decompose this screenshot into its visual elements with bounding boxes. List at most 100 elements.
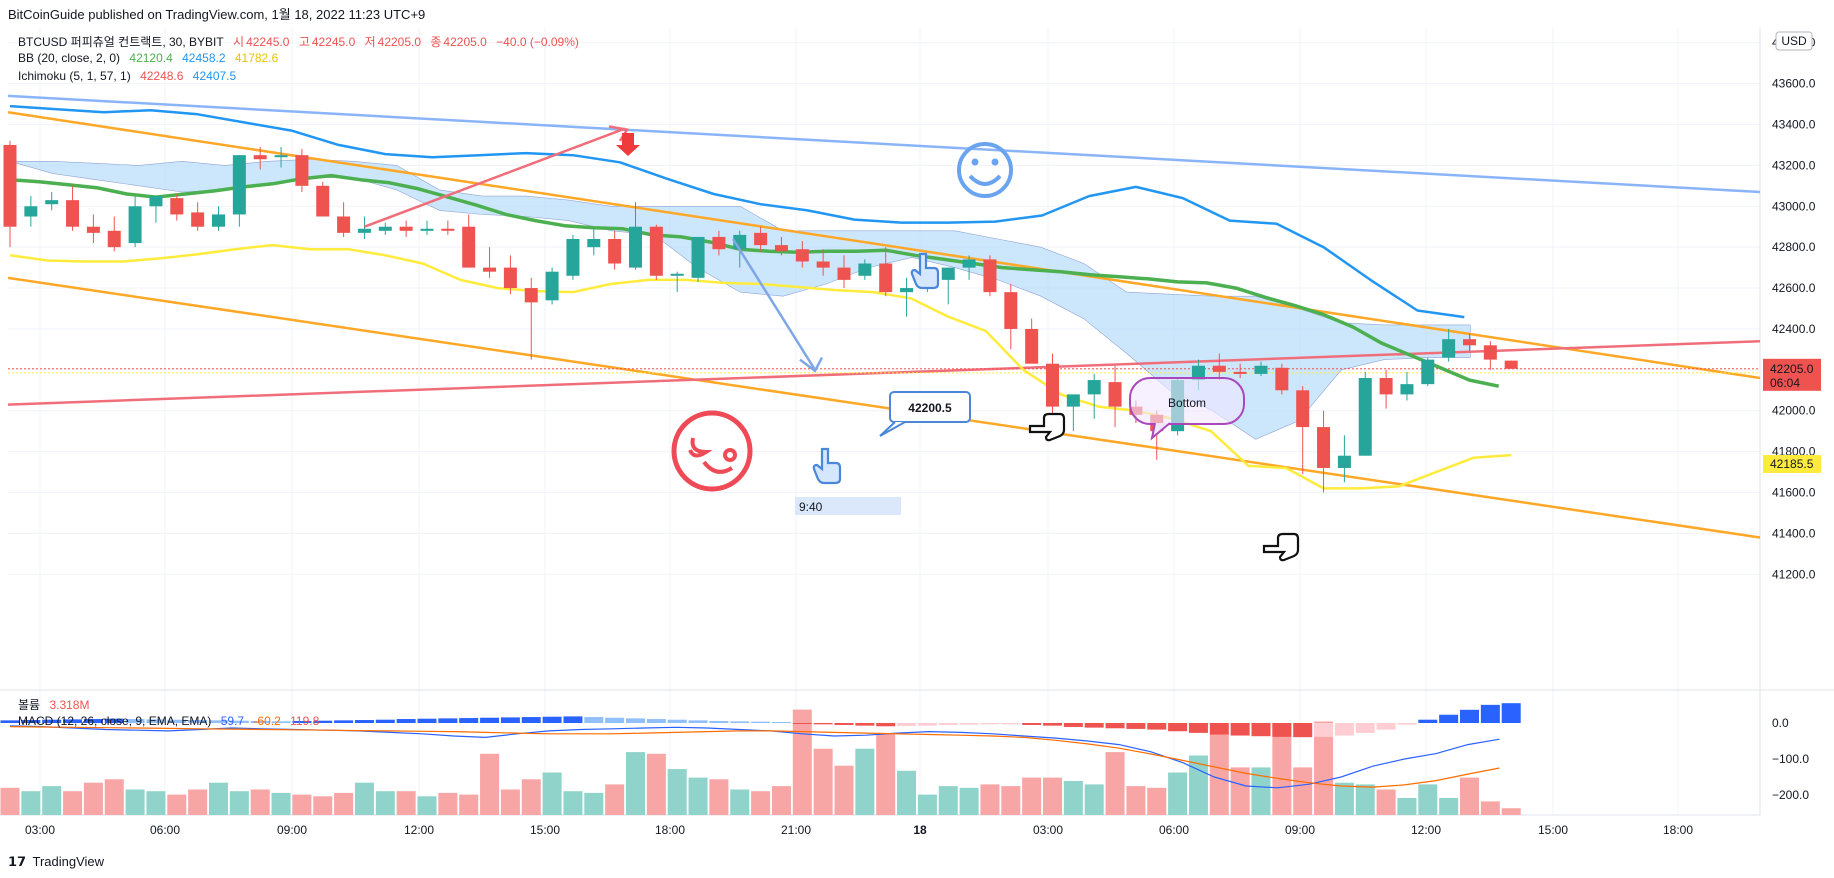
time-tick-label: 15:00 — [530, 823, 560, 837]
tradingview-logo-icon: 𝟭𝟳 — [8, 854, 27, 869]
macd-bar — [188, 720, 208, 723]
bb-price-label: 42185.5 — [1770, 457, 1814, 471]
volume-bar — [646, 753, 666, 815]
time-axis: 03:00 06:00 09:00 12:00 15:00 18:00 21:00 18 03:… — [25, 823, 1693, 837]
candle-body — [858, 263, 872, 276]
macd-bar — [751, 721, 771, 723]
time-tick-label: 09:00 — [277, 823, 307, 837]
macd-bar — [1272, 723, 1292, 737]
volume-bar — [1105, 752, 1125, 815]
macd-bar — [1147, 723, 1167, 730]
macd-bar — [1355, 723, 1375, 733]
candle — [608, 230, 622, 270]
macd-bar — [1251, 723, 1271, 737]
candle-body — [1004, 292, 1018, 329]
price-axis: 43800.043600.043400.043200.043000.042800… — [1772, 36, 1816, 582]
macd-bar — [1188, 723, 1208, 733]
volume-bar — [1084, 784, 1104, 815]
macd-bar — [626, 718, 645, 723]
candle — [357, 216, 371, 239]
macd-bar — [855, 723, 875, 726]
candle — [45, 191, 59, 211]
candle-body — [191, 212, 205, 227]
volume-bar — [563, 791, 583, 815]
candle — [503, 255, 517, 295]
signal-line — [9, 726, 1500, 788]
countdown-label: 06:04 — [1770, 376, 1800, 390]
candle-body — [295, 155, 309, 186]
macd-bar — [125, 719, 145, 723]
candle-body — [941, 267, 955, 280]
candle — [1066, 394, 1080, 432]
candle — [399, 220, 413, 237]
macd-bar — [21, 720, 41, 723]
macd-bar — [1397, 723, 1417, 725]
time-tick-label: 15:00 — [1538, 823, 1568, 837]
macd-bar — [271, 721, 291, 723]
candle — [691, 236, 705, 282]
candle-body — [1504, 360, 1518, 369]
macd-bar — [209, 720, 228, 723]
candle — [816, 249, 830, 276]
macd-bar — [792, 723, 812, 724]
volume-bar — [876, 733, 896, 815]
macd-bar — [459, 718, 479, 723]
volume-bar — [1230, 767, 1250, 815]
macd-bar — [334, 720, 354, 723]
volume-bar — [1043, 777, 1062, 815]
candle — [1421, 357, 1435, 387]
volume-bar — [938, 786, 958, 815]
candle — [1046, 353, 1059, 415]
candle-body — [128, 206, 142, 244]
candle-body — [66, 200, 80, 227]
candle — [900, 277, 914, 317]
macd-bar — [0, 720, 20, 723]
footer-brand[interactable]: 𝟭𝟳 TradingView — [8, 854, 104, 870]
macd-bar — [229, 720, 249, 723]
macd-bar — [1314, 723, 1334, 737]
candle-body — [1421, 359, 1435, 385]
macd-bar — [396, 719, 416, 723]
pointing-hand-icon — [812, 447, 842, 485]
ichimoku-label: Ichimoku (5, 1, 57, 1) — [18, 69, 131, 83]
candle — [66, 185, 80, 231]
volume-bar — [1480, 801, 1500, 815]
candle — [462, 214, 476, 268]
price-tick-label: 41400.0 — [1772, 526, 1816, 540]
candle — [274, 146, 288, 168]
candle — [587, 228, 601, 256]
macd-bar — [1001, 723, 1021, 725]
macd-bar — [834, 723, 854, 725]
macd-tick-label: −200.0 — [1772, 788, 1809, 802]
volume-bar — [1188, 755, 1208, 815]
candle — [1483, 341, 1497, 370]
macd-bar — [1230, 723, 1250, 736]
volume-bar — [959, 787, 979, 815]
candle — [649, 224, 663, 280]
candle-body — [420, 228, 434, 231]
blue-trendline — [7, 94, 1761, 194]
volume-bar — [521, 779, 541, 815]
macd-bar — [1501, 703, 1521, 723]
candle-body — [545, 271, 559, 301]
candle — [107, 216, 121, 252]
volume-bar — [1001, 786, 1021, 815]
volume-bar — [834, 765, 854, 815]
candle-body — [441, 228, 455, 231]
volume-bar — [1376, 789, 1396, 815]
candle-body — [754, 232, 768, 246]
candle-body — [1087, 380, 1101, 395]
volume-bar — [459, 794, 479, 815]
macd-histogram — [0, 703, 1521, 738]
volume-bar — [855, 748, 875, 815]
candle — [1254, 361, 1268, 376]
macd-bar — [897, 723, 917, 726]
candle — [754, 226, 768, 252]
candle-body — [1254, 365, 1268, 374]
volume-bar — [584, 792, 604, 815]
macd-bar — [1439, 714, 1459, 723]
macd-bar — [1293, 723, 1313, 738]
candle — [629, 202, 642, 270]
macd-bar — [354, 720, 374, 723]
